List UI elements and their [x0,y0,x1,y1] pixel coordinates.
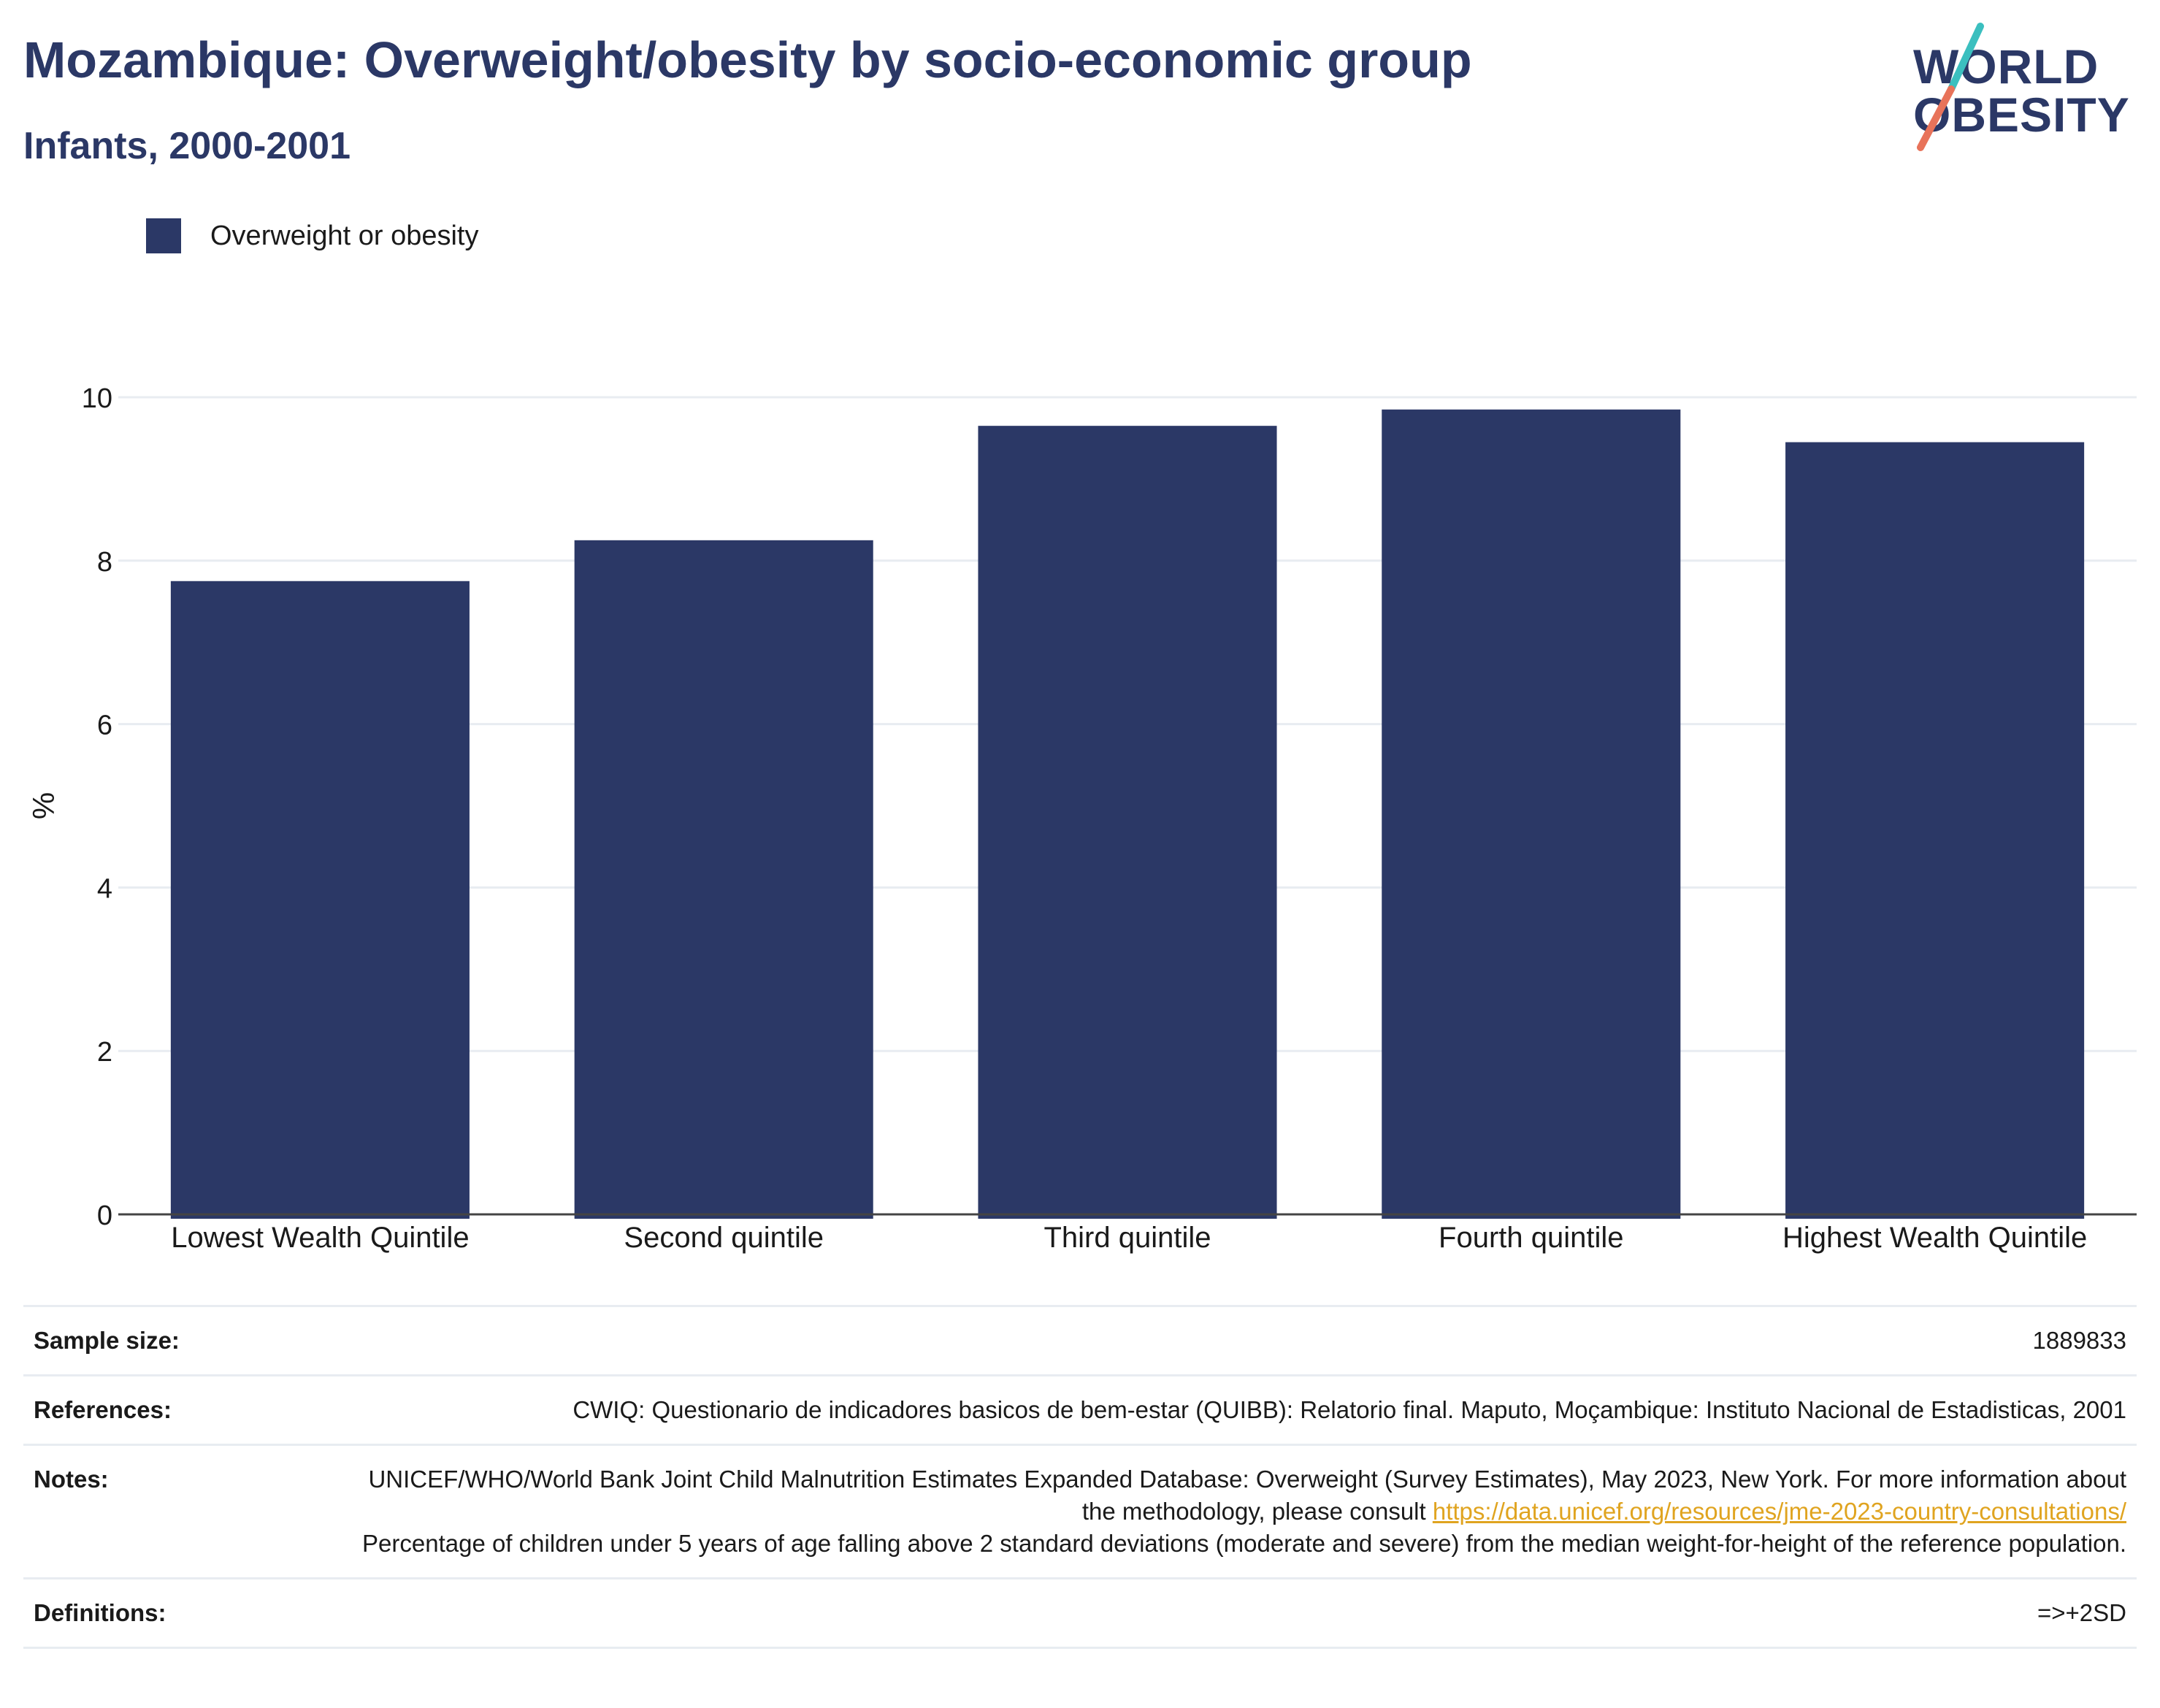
x-tick-label: Second quintile [624,1222,824,1254]
bars [170,409,2085,1219]
x-tick-label: Fourth quintile [1439,1222,1623,1254]
legend-swatch [146,218,181,253]
bar [170,581,470,1219]
notes-link[interactable]: https://data.unicef.org/resources/jme-20… [1432,1498,2126,1525]
y-tick-label: 0 [97,1200,112,1231]
logo-slash-icon [1917,23,1984,151]
x-tick-label: Third quintile [1043,1222,1211,1254]
logo-text-line1: WORLD [1913,39,2099,93]
bar-chart: 0 2 4 6 8 10 Lowest Wealth Quintile Second quin… [26,383,2137,1254]
y-tick-label: 6 [97,711,112,741]
y-axis-title: % [26,792,61,819]
notes-value: UNICEF/WHO/World Bank Joint Child Malnut… [340,1463,2126,1560]
notes-text: UNICEF/WHO/World Bank Joint Child Malnut… [368,1466,2126,1525]
bar [574,540,873,1219]
definitions-row: Definitions: =>+2SD [23,1577,2137,1649]
sample-size-value: 1889833 [2032,1327,2126,1354]
y-tick-label: 8 [97,547,112,578]
y-tick-label: 4 [97,873,112,904]
bar [978,426,1277,1219]
page-title: Mozambique: Overweight/obesity by socio-… [23,31,1472,88]
sample-size-row: Sample size: 1889833 [23,1305,2137,1374]
definitions-label: Definitions: [34,1599,166,1626]
references-value: CWIQ: Questionario de indicadores basico… [572,1396,2126,1423]
bar [1785,442,2085,1219]
definitions-value: =>+2SD [2037,1599,2126,1626]
notes-definition-text: Percentage of children under 5 years of … [362,1530,2126,1557]
y-tick-label: 10 [82,383,112,414]
notes-row: Notes: UNICEF/WHO/World Bank Joint Child… [23,1444,2137,1577]
references-row: References: CWIQ: Questionario de indica… [23,1374,2137,1444]
references-label: References: [34,1396,172,1423]
x-tick-label: Highest Wealth Quintile [1782,1222,2087,1254]
info-table: Sample size: 1889833 References: CWIQ: Q… [23,1305,2137,1649]
sample-size-label: Sample size: [34,1327,180,1354]
legend-label: Overweight or obesity [210,220,479,251]
axis-labels: 0 2 4 6 8 10 Lowest Wealth Quintile Second quin… [26,383,2087,1254]
x-tick-label: Lowest Wealth Quintile [171,1222,469,1254]
world-obesity-logo: WORLD OBESITY [1899,22,2147,161]
chart-legend: Overweight or obesity [146,218,479,254]
page-subtitle: Infants, 2000-2001 [23,125,351,167]
y-tick-label: 2 [97,1037,112,1068]
notes-label: Notes: [34,1466,109,1493]
bar [1382,409,1681,1219]
